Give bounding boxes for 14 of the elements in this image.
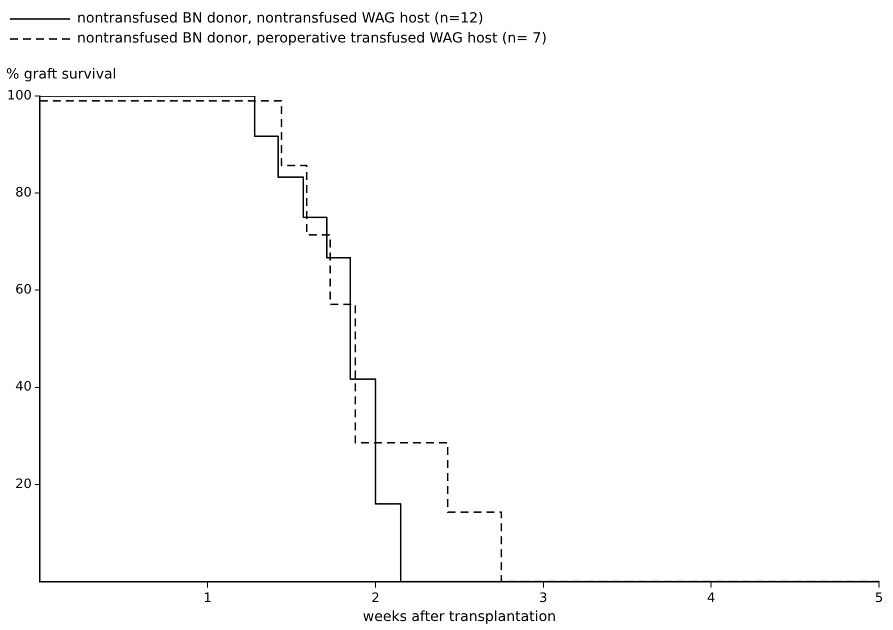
x-tick-label: 4 [707,590,716,606]
legend-label: nontransfused BN donor, nontransfused WAG host (n=12) [77,10,484,27]
y-axis-title: % graft survival [6,66,116,83]
legend-label: nontransfused BN donor, peroperative transfused WAG host (n= 7) [77,30,547,47]
x-tick-label: 2 [371,590,380,606]
y-tick-label: 20 [15,476,32,492]
y-tick-label: 40 [15,380,32,395]
y-tick-label: 80 [15,185,32,200]
y-tick-label: 60 [15,282,32,298]
x-tick-label: 1 [204,590,212,606]
x-tick-label: 5 [874,590,884,606]
x-tick-label: 3 [539,590,548,606]
x-axis-title: weeks after transplantation [362,609,556,626]
y-tick-label: 100 [6,88,32,104]
